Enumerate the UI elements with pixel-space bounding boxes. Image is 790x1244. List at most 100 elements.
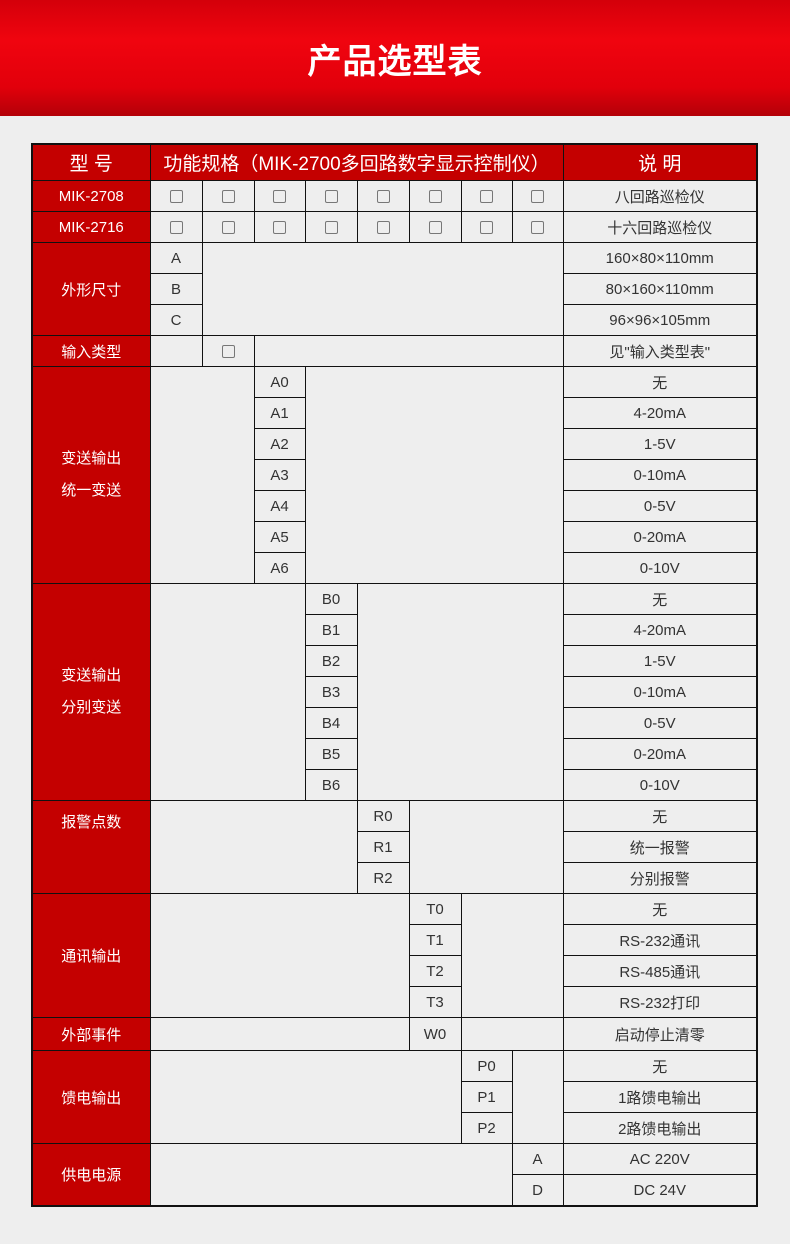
option-cell[interactable] [356, 180, 410, 212]
option-cell[interactable] [408, 211, 462, 243]
event-label: 外部事件 [31, 1017, 151, 1051]
separate-code: B5 [304, 738, 358, 770]
checkbox-icon[interactable] [273, 190, 286, 204]
option-cell[interactable] [460, 180, 513, 212]
unified-desc: 1-5V [562, 428, 758, 460]
option-cell[interactable] [253, 211, 306, 243]
separate-code: B3 [304, 676, 358, 708]
label-line: 变送输出 [61, 450, 122, 467]
page-title: 产品选型表 [307, 43, 483, 81]
option-cell[interactable] [356, 211, 410, 243]
option-cell[interactable] [408, 180, 462, 212]
separate-code: B4 [304, 707, 358, 739]
blank-cell [304, 366, 564, 584]
input-label: 输入类型 [31, 335, 151, 367]
checkbox-icon[interactable] [376, 190, 390, 204]
unified-code: A2 [253, 428, 306, 460]
blank-cell [253, 335, 564, 367]
spec-header: 功能规格（MIK-2700多回路数字显示控制仪） [149, 143, 564, 181]
unified-label: 变送输出 统一变送 [31, 366, 151, 584]
separate-code: B6 [304, 769, 358, 801]
blank-cell [149, 1143, 513, 1207]
comm-desc: 无 [562, 893, 758, 925]
unified-code: A3 [253, 459, 306, 491]
checkbox-icon[interactable] [480, 190, 493, 204]
blank-cell [408, 800, 564, 894]
blank-cell [149, 335, 203, 367]
label-line: 统一变送 [61, 482, 122, 499]
power-desc: AC 220V [562, 1143, 758, 1175]
model-desc: 八回路巡检仪 [562, 180, 758, 212]
checkbox-icon[interactable] [480, 221, 493, 235]
blank-cell [149, 800, 358, 894]
size-code: C [149, 304, 203, 336]
option-cell[interactable] [149, 180, 203, 212]
power-code: D [511, 1174, 564, 1207]
feed-code: P2 [460, 1112, 513, 1144]
option-cell[interactable] [304, 211, 358, 243]
separate-desc: 1-5V [562, 645, 758, 677]
checkbox-icon[interactable] [169, 190, 183, 204]
size-desc: 80×160×110mm [562, 273, 758, 305]
label-line: 变送输出 [61, 667, 122, 684]
option-cell[interactable] [460, 211, 513, 243]
unified-desc: 0-10V [562, 552, 758, 584]
separate-code: B1 [304, 614, 358, 646]
power-desc: DC 24V [562, 1174, 758, 1207]
feed-code: P0 [460, 1050, 513, 1082]
separate-desc: 0-10mA [562, 676, 758, 708]
unified-desc: 0-20mA [562, 521, 758, 553]
separate-code: B2 [304, 645, 358, 677]
power-code: A [511, 1143, 564, 1175]
checkbox-icon[interactable] [221, 345, 235, 359]
size-label: 外形尺寸 [31, 242, 151, 336]
blank-cell [149, 366, 255, 584]
model-header: 型 号 [31, 143, 151, 181]
option-cell[interactable] [304, 180, 358, 212]
blank-cell [460, 1017, 564, 1051]
option-cell[interactable] [511, 180, 564, 212]
label-line: 分别变送 [61, 699, 122, 716]
checkbox-icon[interactable] [531, 221, 544, 235]
desc-header: 说 明 [562, 143, 758, 181]
option-cell[interactable] [149, 211, 203, 243]
option-cell[interactable] [201, 180, 255, 212]
unified-desc: 4-20mA [562, 397, 758, 429]
checkbox-icon[interactable] [531, 190, 544, 204]
model-desc: 十六回路巡检仪 [562, 211, 758, 243]
alarm-code: R2 [356, 862, 410, 894]
blank-cell [511, 1050, 564, 1144]
separate-desc: 无 [562, 583, 758, 615]
option-cell[interactable] [201, 211, 255, 243]
option-cell[interactable] [511, 211, 564, 243]
unified-code: A1 [253, 397, 306, 429]
unified-code: A5 [253, 521, 306, 553]
checkbox-icon[interactable] [221, 221, 235, 235]
separate-desc: 0-10V [562, 769, 758, 801]
size-code: B [149, 273, 203, 305]
selection-table: 型 号 功能规格（MIK-2700多回路数字显示控制仪） 说 明 MIK-270… [31, 143, 758, 1207]
unified-desc: 无 [562, 366, 758, 398]
comm-label: 通讯输出 [31, 893, 151, 1018]
checkbox-icon[interactable] [376, 221, 390, 235]
checkbox-icon[interactable] [428, 190, 442, 204]
checkbox-icon[interactable] [324, 190, 338, 204]
checkbox-icon[interactable] [273, 221, 286, 235]
option-cell[interactable] [201, 335, 255, 367]
checkbox-icon[interactable] [221, 190, 235, 204]
separate-label: 变送输出 分别变送 [31, 583, 151, 801]
checkbox-icon[interactable] [324, 221, 338, 235]
option-cell[interactable] [253, 180, 306, 212]
checkbox-icon[interactable] [169, 221, 183, 235]
comm-code: T2 [408, 955, 462, 987]
comm-desc: RS-232打印 [562, 986, 758, 1018]
model-row: MIK-2708 八回路巡检仪 [31, 180, 758, 212]
checkbox-icon[interactable] [428, 221, 442, 235]
size-desc: 96×96×105mm [562, 304, 758, 336]
blank-cell [149, 583, 306, 801]
comm-desc: RS-485通讯 [562, 955, 758, 987]
separate-desc: 4-20mA [562, 614, 758, 646]
alarm-desc: 分别报警 [562, 862, 758, 894]
size-code: A [149, 242, 203, 274]
separate-desc: 0-5V [562, 707, 758, 739]
